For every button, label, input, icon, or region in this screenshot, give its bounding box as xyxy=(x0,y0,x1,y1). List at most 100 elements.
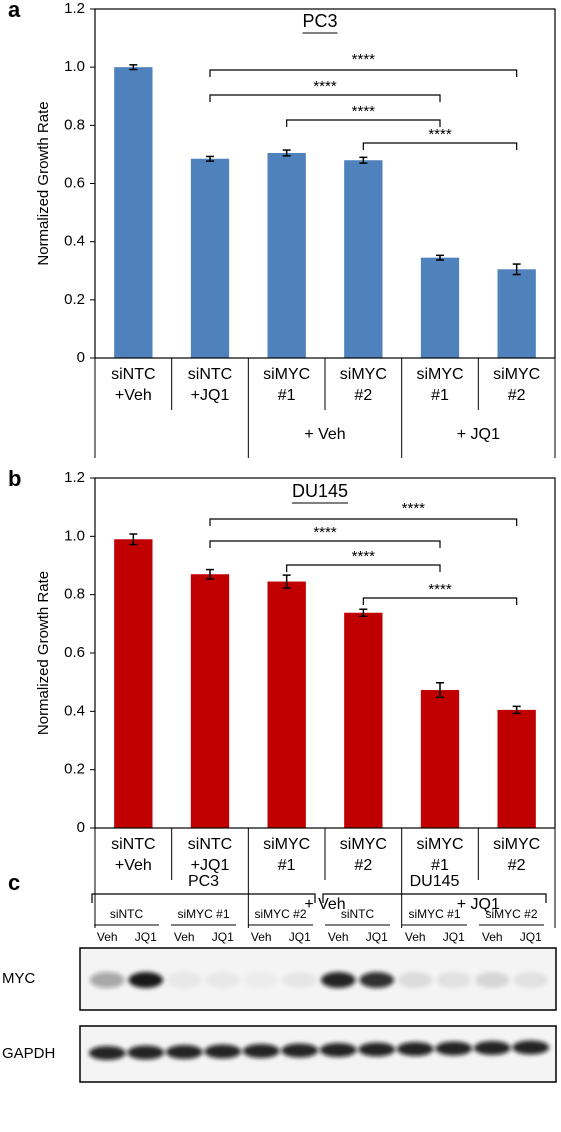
lane-label: JQ1 xyxy=(443,930,465,944)
error-bar xyxy=(512,263,521,276)
gapdh-band xyxy=(358,1042,396,1057)
error-bar xyxy=(129,64,138,71)
lane-label: Veh xyxy=(251,930,272,944)
myc-band xyxy=(359,972,395,988)
y-tick-label: 0 xyxy=(77,349,85,366)
bar xyxy=(114,67,153,359)
myc-band xyxy=(128,972,164,988)
bar xyxy=(267,152,306,358)
treatment-label: siMYC #2 xyxy=(485,907,537,921)
x-tick-label: siMYC xyxy=(493,836,540,853)
significance-label: **** xyxy=(428,126,452,143)
panel-label: a xyxy=(8,0,21,22)
significance-bracket xyxy=(209,518,518,526)
bar xyxy=(344,612,383,828)
treatment-label: siMYC #2 xyxy=(254,907,306,921)
significance-bracket xyxy=(209,540,441,548)
y-tick-label: 0.4 xyxy=(64,702,85,719)
significance-bracket xyxy=(209,69,518,77)
x-tick-label: siNTC xyxy=(111,366,155,383)
gapdh-band xyxy=(435,1041,473,1056)
significance-label: **** xyxy=(352,548,376,565)
bar xyxy=(497,269,536,358)
error-bar xyxy=(512,705,521,715)
x-tick-label: siNTC xyxy=(188,836,232,853)
group-label: + JQ1 xyxy=(457,896,500,913)
significance-bracket xyxy=(286,119,441,127)
x-tick-label: siMYC xyxy=(340,836,387,853)
gapdh-band xyxy=(127,1045,165,1060)
treatment-label: siNTC xyxy=(341,907,375,921)
gapdh-band xyxy=(319,1043,357,1057)
bar xyxy=(190,574,230,828)
significance-label: **** xyxy=(352,103,376,120)
bracket-line xyxy=(209,69,518,77)
y-tick-label: 0.4 xyxy=(64,233,85,250)
error-bar xyxy=(129,533,138,546)
error-bar xyxy=(436,254,444,261)
group-label: + Veh xyxy=(304,426,345,443)
bar xyxy=(267,581,306,828)
error-bar xyxy=(282,574,291,589)
y-axis-label: Normalized Growth Rate xyxy=(35,571,52,735)
treatment-label: siMYC #1 xyxy=(408,907,460,921)
significance-bracket xyxy=(362,142,518,150)
y-tick-label: 0.8 xyxy=(64,586,85,603)
x-tick-label: #1 xyxy=(431,857,449,874)
lane-label: Veh xyxy=(405,930,426,944)
error-bar xyxy=(206,568,214,580)
lane-label: JQ1 xyxy=(366,930,388,944)
y-tick-label: 0.6 xyxy=(64,174,85,191)
lane-label: Veh xyxy=(328,930,349,944)
myc-band xyxy=(320,972,356,988)
myc-band xyxy=(474,972,510,988)
x-tick-label: siNTC xyxy=(188,366,232,383)
myc-band xyxy=(89,972,125,988)
error-bar xyxy=(282,149,291,157)
myc-band xyxy=(282,972,318,988)
error-bar xyxy=(436,682,444,699)
gapdh-band xyxy=(512,1040,550,1055)
y-tick-label: 1.0 xyxy=(64,527,85,544)
significance-label: **** xyxy=(313,78,337,95)
blot-bands xyxy=(88,972,550,1060)
y-tick-label: 1.2 xyxy=(64,469,85,486)
x-tick-label: #2 xyxy=(354,387,372,404)
gapdh-band xyxy=(242,1044,280,1058)
significance-label: **** xyxy=(402,500,426,517)
row-label: GAPDH xyxy=(2,1045,55,1062)
myc-band xyxy=(513,972,549,988)
gapdh-band xyxy=(473,1041,511,1055)
myc-band xyxy=(166,972,202,988)
significance-bracket xyxy=(286,564,441,572)
y-tick-label: 0.2 xyxy=(64,291,85,308)
bracket-line xyxy=(362,142,518,150)
gapdh-band xyxy=(281,1043,319,1058)
group-label: + JQ1 xyxy=(457,426,500,443)
significance-label: **** xyxy=(352,51,376,68)
cell-line-label: DU145 xyxy=(410,873,460,890)
x-tick-label: siMYC xyxy=(263,366,310,383)
y-tick-label: 0.2 xyxy=(64,761,85,778)
myc-band xyxy=(205,972,241,988)
bracket-line xyxy=(209,94,441,102)
gapdh-band xyxy=(396,1042,434,1056)
gapdh-band xyxy=(165,1045,203,1059)
chart-title: DU145 xyxy=(292,481,348,501)
lane-label: JQ1 xyxy=(135,930,157,944)
y-tick-label: 0 xyxy=(77,819,85,836)
significance-label: **** xyxy=(313,524,337,541)
x-tick-label: +Veh xyxy=(115,387,152,404)
bracket-line xyxy=(209,540,441,548)
bracket-line xyxy=(362,597,518,605)
x-tick-label: siMYC xyxy=(416,836,463,853)
myc-band xyxy=(244,972,279,988)
bar xyxy=(344,160,383,358)
x-tick-label: siMYC xyxy=(340,366,387,383)
y-axis-label: Normalized Growth Rate xyxy=(35,101,52,265)
x-tick-label: #1 xyxy=(278,387,296,404)
gapdh-band xyxy=(204,1044,242,1059)
x-tick-label: +JQ1 xyxy=(191,857,230,874)
x-tick-label: siMYC xyxy=(263,836,310,853)
